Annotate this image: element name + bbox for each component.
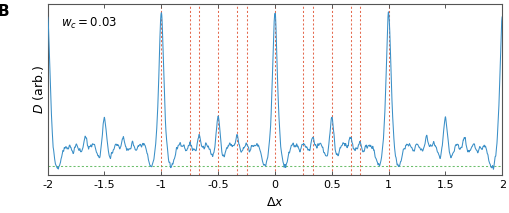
Y-axis label: $D$ (arb.): $D$ (arb.)	[31, 65, 46, 114]
X-axis label: $\Delta x$: $\Delta x$	[265, 196, 284, 209]
Text: B: B	[0, 4, 9, 19]
Text: $w_c = 0.03$: $w_c = 0.03$	[61, 16, 117, 31]
